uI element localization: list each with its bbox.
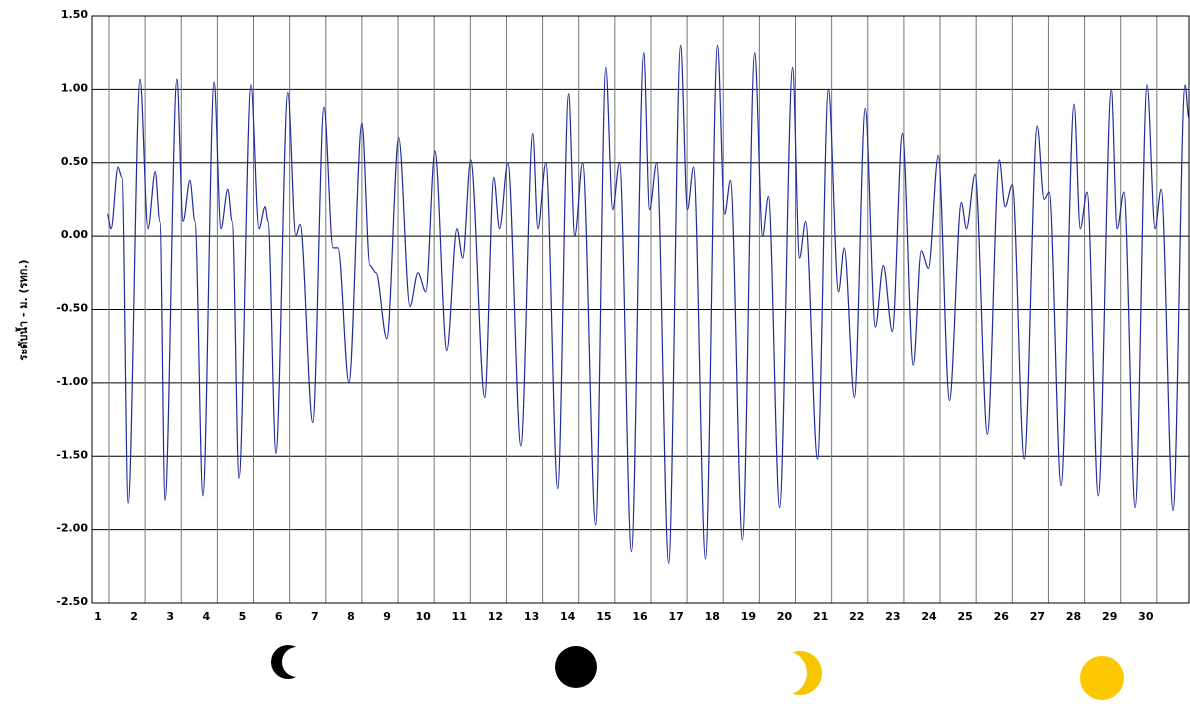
x-tick-label: 8 — [347, 610, 355, 623]
y-tick-label: -1.00 — [56, 375, 88, 388]
x-tick-label: 17 — [668, 610, 683, 623]
x-tick-label: 11 — [452, 610, 467, 623]
moon-shadow — [763, 651, 807, 695]
x-tick-label: 3 — [166, 610, 174, 623]
plot-frame — [91, 15, 1190, 604]
x-tick-label: 13 — [524, 610, 539, 623]
x-tick-label: 29 — [1102, 610, 1117, 623]
x-tick-label: 6 — [275, 610, 283, 623]
x-tick-label: 26 — [994, 610, 1010, 623]
moon-phases — [271, 645, 1124, 700]
x-tick-label: 30 — [1138, 610, 1154, 623]
x-tick-label: 25 — [958, 610, 973, 623]
x-tick-label: 7 — [311, 610, 319, 623]
x-tick-label: 5 — [239, 610, 247, 623]
x-tick-label: 20 — [777, 610, 793, 623]
x-tick-label: 22 — [849, 610, 864, 623]
x-tick-label: 24 — [921, 610, 937, 623]
x-tick-label: 21 — [813, 610, 828, 623]
x-tick-label: 23 — [885, 610, 900, 623]
x-tick-label: 10 — [416, 610, 432, 623]
tide-line — [106, 44, 1190, 564]
y-tick-label: 1.00 — [61, 81, 88, 94]
moon-shadow — [282, 647, 312, 677]
x-tick-label: 18 — [705, 610, 720, 623]
y-tick-label: -2.00 — [56, 522, 88, 535]
y-axis-title: ระดับน้ำ - ม. (รทก.) — [15, 259, 30, 360]
x-tick-label: 2 — [130, 610, 138, 623]
x-tick-label: 4 — [203, 610, 211, 623]
x-tick-label: 12 — [488, 610, 503, 623]
y-tick-label: -1.50 — [56, 448, 88, 461]
new-moon — [555, 646, 597, 688]
x-tick-label: 1 — [94, 610, 102, 623]
x-tick-label: 16 — [632, 610, 648, 623]
x-tick-label: 19 — [741, 610, 756, 623]
x-tick-label: 28 — [1066, 610, 1081, 623]
x-tick-label: 27 — [1030, 610, 1045, 623]
x-tick-label: 15 — [596, 610, 611, 623]
y-tick-label: -0.50 — [56, 302, 88, 315]
y-tick-label: 1.50 — [61, 8, 88, 21]
y-tick-label: 0.50 — [61, 155, 88, 168]
y-tick-label: 0.00 — [61, 228, 88, 241]
y-tick-label: -2.50 — [56, 595, 88, 608]
full-moon — [1080, 656, 1124, 700]
x-tick-label: 9 — [383, 610, 391, 623]
x-tick-label: 14 — [560, 610, 576, 623]
